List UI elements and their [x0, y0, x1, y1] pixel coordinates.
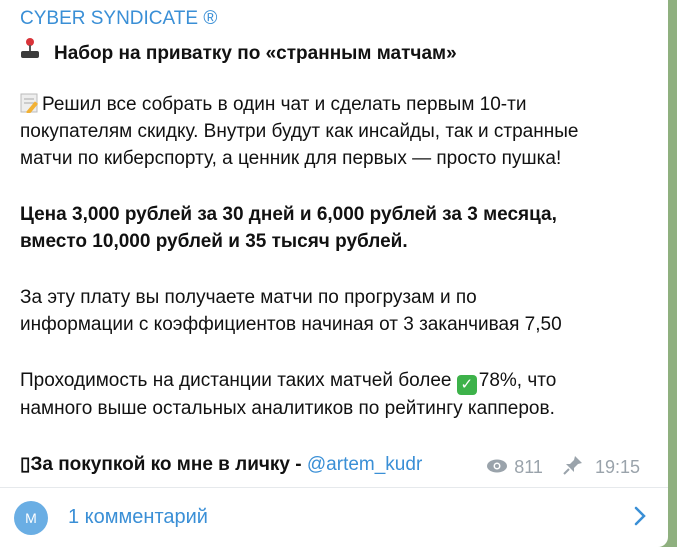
paragraph-offer: За эту плату вы получаете матчи по прогр…	[20, 284, 660, 338]
text-line: вместо 10,000 рублей и 35 тысяч рублей.	[20, 231, 408, 252]
text-line: Проходимость на дистанции таких матчей б…	[20, 370, 457, 391]
message-time: 19:15	[594, 457, 640, 477]
eye-icon	[486, 457, 508, 478]
text-line: покупателям скидку. Внутри будут как инс…	[20, 121, 579, 142]
chevron-right-icon	[634, 506, 646, 531]
pin-icon	[563, 455, 583, 480]
paragraph-winrate: Проходимость на дистанции таких матчей б…	[20, 367, 660, 422]
headline-text: Набор на приватку по «странным матчам»	[54, 43, 457, 64]
avatar: M	[14, 500, 48, 535]
text-line: 78%, что	[478, 370, 557, 391]
paragraph-contact: ▯За покупкой ко мне в личку - @artem_kud…	[20, 451, 660, 478]
contact-link[interactable]: @artem_kudr	[306, 454, 423, 475]
text-line: За эту плату вы получаете матчи по прогр…	[20, 287, 477, 308]
view-count: 811	[514, 457, 543, 477]
message-meta: 811 19:15	[486, 455, 640, 480]
joystick-icon	[20, 37, 40, 65]
comments-button[interactable]: M 1 комментарий	[0, 488, 668, 547]
text-line: матчи по киберспорту, а ценник для первы…	[20, 148, 562, 169]
paragraph-intro: Решил все собрать в один чат и сделать п…	[20, 91, 660, 172]
text-line: ▯За покупкой ко мне в личку -	[20, 454, 307, 475]
post-headline: Набор на приватку по «странным матчам»	[20, 37, 457, 65]
memo-icon	[20, 93, 42, 115]
channel-name[interactable]: CYBER SYNDICATE ®	[20, 8, 218, 29]
text-line: информации с коэффициентов начиная от 3 …	[20, 314, 562, 335]
text-line: намного выше остальных аналитиков по рей…	[20, 398, 555, 419]
text-line: Решил все собрать в один чат и сделать п…	[42, 94, 527, 115]
divider	[0, 487, 668, 488]
comments-label: 1 комментарий	[68, 506, 208, 528]
paragraph-price: Цена 3,000 рублей за 30 дней и 6,000 руб…	[20, 201, 660, 255]
text-line: Цена 3,000 рублей за 30 дней и 6,000 руб…	[20, 204, 557, 225]
check-mark-icon: ✓	[456, 375, 477, 395]
